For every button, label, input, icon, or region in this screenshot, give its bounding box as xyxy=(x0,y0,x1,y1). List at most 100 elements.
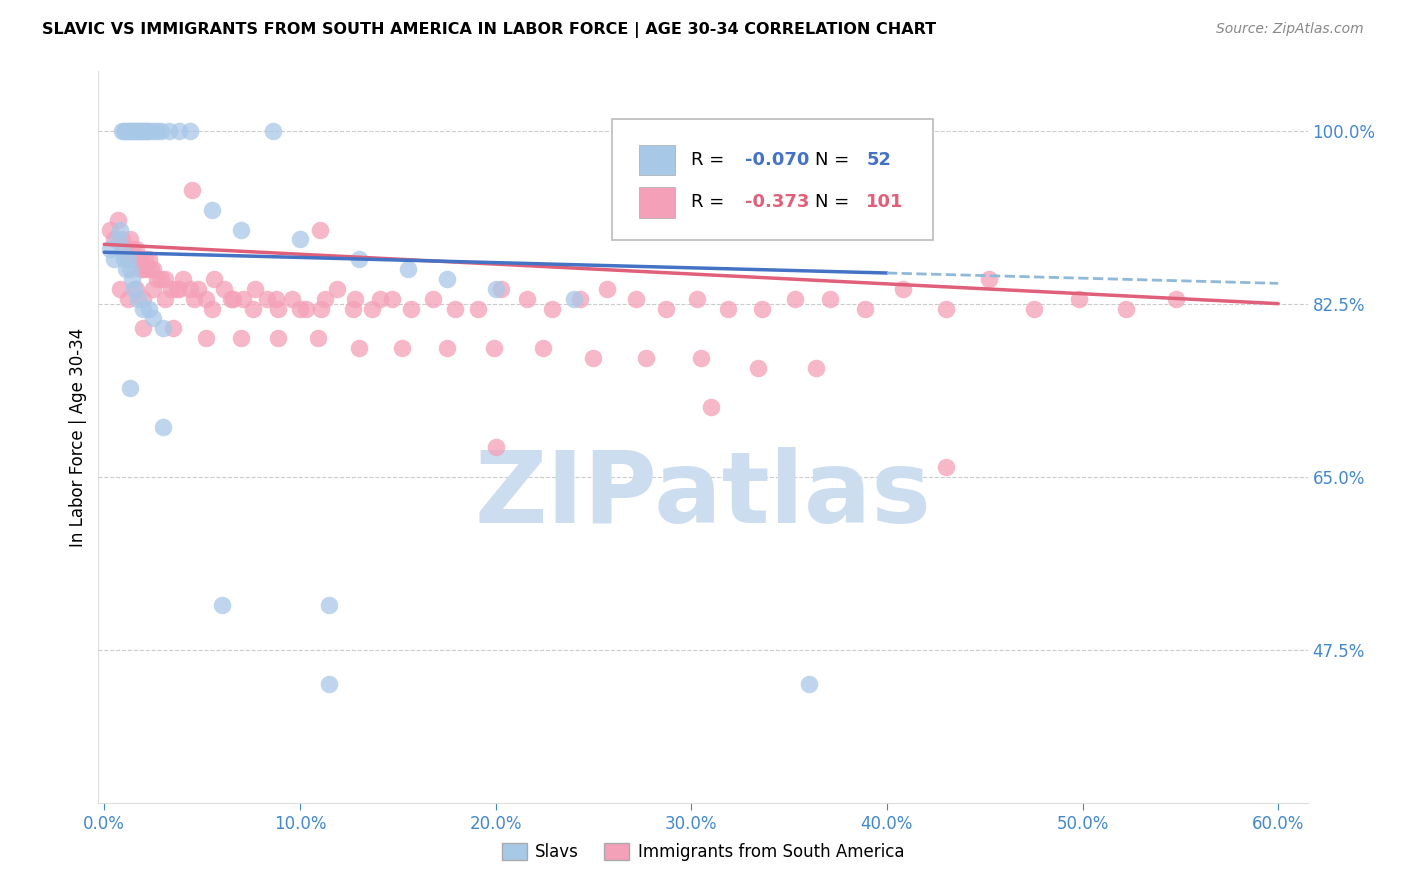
Point xyxy=(136,123,159,137)
FancyBboxPatch shape xyxy=(613,119,932,240)
Point xyxy=(118,123,141,137)
Point xyxy=(596,282,619,296)
Y-axis label: In Labor Force | Age 30-34: In Labor Force | Age 30-34 xyxy=(69,327,87,547)
Point xyxy=(195,292,218,306)
Text: SLAVIC VS IMMIGRANTS FROM SOUTH AMERICA IN LABOR FORCE | AGE 30-34 CORRELATION C: SLAVIC VS IMMIGRANTS FROM SOUTH AMERICA … xyxy=(42,22,936,38)
Point xyxy=(347,341,370,355)
Point xyxy=(243,282,266,296)
Point xyxy=(167,123,190,137)
Point xyxy=(131,262,153,277)
Point xyxy=(484,440,506,454)
Point xyxy=(138,301,160,316)
Point xyxy=(127,123,149,137)
Point xyxy=(159,282,181,296)
Point xyxy=(266,292,288,306)
Point xyxy=(381,292,404,306)
Point xyxy=(262,123,284,137)
Point xyxy=(221,292,243,306)
Point xyxy=(128,123,150,137)
Point xyxy=(172,272,194,286)
Point xyxy=(347,252,370,267)
Point xyxy=(396,262,419,277)
Point xyxy=(141,262,163,277)
Point xyxy=(436,272,458,286)
Point xyxy=(281,292,304,306)
Point xyxy=(179,282,201,296)
Text: N =: N = xyxy=(815,151,855,169)
Text: N =: N = xyxy=(815,194,855,211)
Point xyxy=(568,292,591,306)
Point xyxy=(187,282,209,296)
Point xyxy=(195,331,218,345)
Point xyxy=(121,272,143,286)
Point xyxy=(891,282,914,296)
Point xyxy=(108,282,131,296)
Point xyxy=(118,232,141,246)
Point xyxy=(342,301,364,316)
Point xyxy=(122,252,145,267)
Point xyxy=(142,311,165,326)
Point xyxy=(436,341,458,355)
Point xyxy=(806,360,828,375)
Point xyxy=(818,292,841,306)
Point xyxy=(114,262,136,277)
Bar xyxy=(638,187,675,218)
Point xyxy=(117,252,139,267)
Text: Source: ZipAtlas.com: Source: ZipAtlas.com xyxy=(1216,22,1364,37)
Point xyxy=(855,301,877,316)
Point xyxy=(150,123,173,137)
Point xyxy=(1115,301,1137,316)
Point xyxy=(212,282,235,296)
Point xyxy=(111,242,134,256)
Point xyxy=(201,301,224,316)
Point xyxy=(152,321,174,335)
Point xyxy=(491,282,513,296)
Point xyxy=(127,292,149,306)
Point xyxy=(295,301,318,316)
Point xyxy=(222,292,245,306)
Point xyxy=(343,292,366,306)
Point xyxy=(467,301,489,316)
Point xyxy=(181,183,204,197)
Point xyxy=(136,262,159,277)
Point xyxy=(308,222,330,236)
Point xyxy=(267,301,290,316)
Point xyxy=(134,123,156,137)
Point xyxy=(232,292,254,306)
Point xyxy=(150,272,173,286)
Point xyxy=(98,242,121,256)
Point xyxy=(751,301,773,316)
Point xyxy=(112,252,135,267)
Point xyxy=(124,123,146,137)
Text: -0.373: -0.373 xyxy=(745,194,810,211)
Point xyxy=(797,677,820,691)
Point xyxy=(128,252,150,267)
Point xyxy=(231,331,253,345)
Point xyxy=(153,272,176,286)
Legend: Slavs, Immigrants from South America: Slavs, Immigrants from South America xyxy=(495,836,911,868)
Point xyxy=(935,301,957,316)
Point xyxy=(153,292,176,306)
Point xyxy=(117,123,139,137)
Point xyxy=(655,301,678,316)
Point xyxy=(117,252,139,267)
Point xyxy=(443,301,465,316)
Point xyxy=(122,123,145,137)
Point xyxy=(157,123,180,137)
Point xyxy=(307,331,329,345)
Point xyxy=(117,292,139,306)
Point xyxy=(112,242,135,256)
Point xyxy=(747,360,769,375)
Point xyxy=(132,123,155,137)
Point xyxy=(202,272,225,286)
Point xyxy=(422,292,444,306)
Point xyxy=(112,123,135,137)
Point xyxy=(121,123,143,137)
Point xyxy=(231,222,253,236)
Point xyxy=(288,232,311,246)
Point xyxy=(531,341,554,355)
Point xyxy=(134,252,156,267)
Point xyxy=(562,292,585,306)
Point xyxy=(121,242,143,256)
Point xyxy=(111,123,134,137)
